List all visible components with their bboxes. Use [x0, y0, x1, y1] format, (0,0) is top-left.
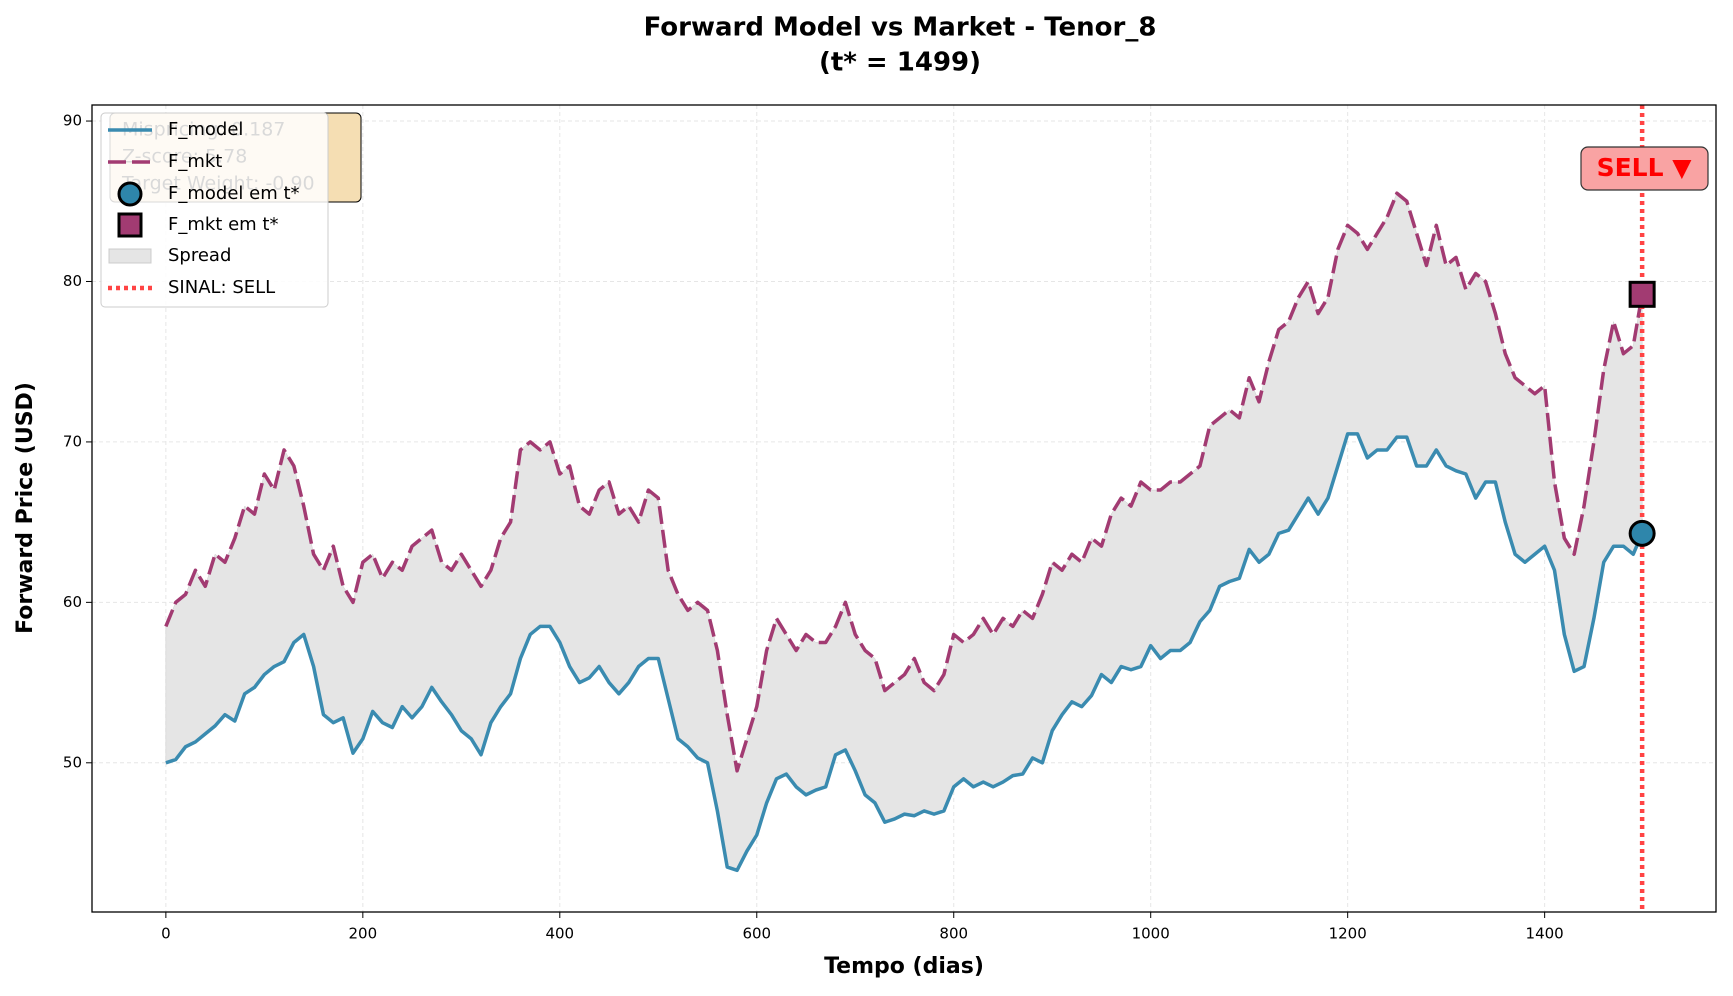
chart-subtitle: (t* = 1499) [819, 48, 981, 78]
x-axis-label: Tempo (dias) [824, 954, 984, 979]
annotation: SELL ▼ [1597, 153, 1693, 182]
legend-label: SINAL: SELL [168, 277, 275, 298]
y-tick-label: 70 [63, 432, 82, 450]
legend-label: F_model em t* [168, 183, 300, 204]
x-tick-label: 600 [742, 925, 771, 943]
legend-label: Spread [168, 245, 231, 266]
annotation-box [1580, 146, 1709, 191]
y-tick-label: 80 [63, 272, 82, 290]
point-marker [1628, 519, 1656, 547]
point-marker [117, 181, 143, 207]
y-tick-label: 50 [63, 753, 82, 771]
plot-frame [91, 104, 1717, 913]
x-tick-label: 1000 [1132, 925, 1170, 943]
x-tick-label: 400 [545, 925, 574, 943]
legend-label: F_mkt em t* [168, 214, 278, 235]
y-tick-label: 60 [63, 593, 82, 611]
series-line [164, 191, 1644, 773]
x-tick-label: 0 [161, 925, 171, 943]
legend-label: F_mkt [168, 151, 222, 172]
y-tick-label: 90 [63, 112, 82, 130]
point-marker [117, 212, 143, 238]
series-line [165, 432, 1644, 873]
x-tick-label: 1200 [1329, 925, 1367, 943]
x-tick-label: 1400 [1526, 925, 1564, 943]
spread-fill [165, 192, 1643, 871]
y-axis-label: Forward Price (USD) [13, 382, 38, 634]
legend-box [100, 112, 329, 308]
legend-swatch [108, 248, 152, 264]
point-marker [1628, 280, 1656, 308]
x-tick-label: 800 [939, 925, 968, 943]
legend-label: F_model [168, 119, 243, 140]
chart-title: Forward Model vs Market - Tenor_8 [644, 13, 1157, 43]
x-tick-label: 200 [349, 925, 378, 943]
